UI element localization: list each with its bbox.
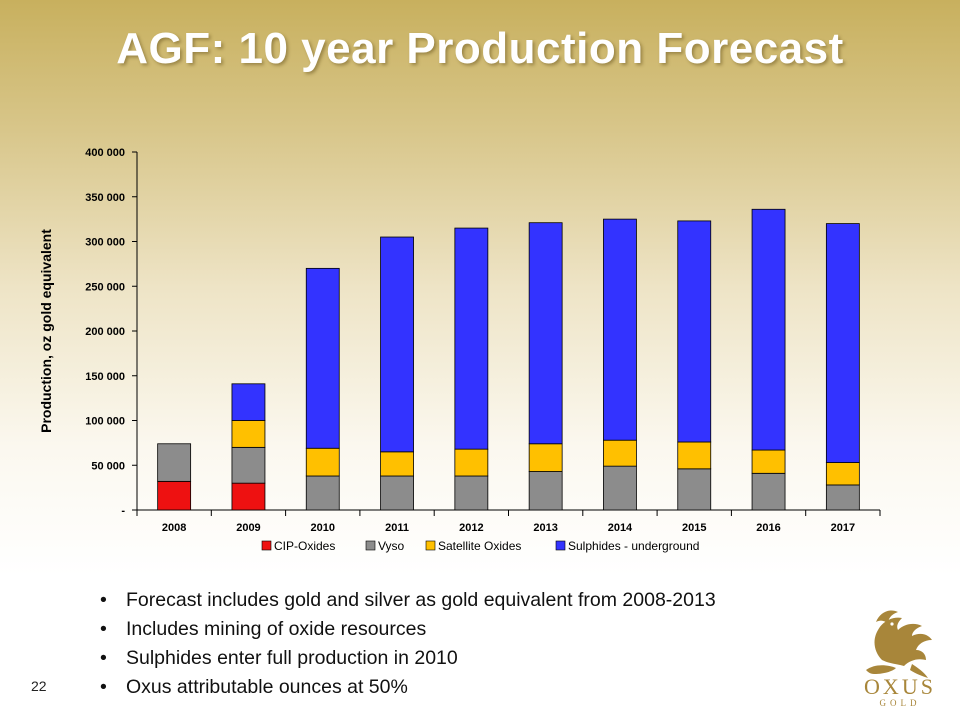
bar-segment	[305, 447, 340, 477]
legend-swatch	[365, 540, 376, 551]
bar-segment	[751, 208, 786, 451]
bar-segment	[603, 439, 637, 467]
bullet-item: • Includes mining of oxide resources	[100, 615, 716, 644]
x-tick-label: 2017	[831, 522, 855, 534]
bar-segment	[677, 220, 712, 443]
x-tick-label: 2015	[682, 522, 706, 534]
bar-segment	[380, 236, 414, 453]
y-tick-label: 350 000	[85, 192, 125, 204]
bullet-text: Forecast includes gold and silver as gol…	[126, 589, 716, 611]
bar-segment	[677, 441, 712, 470]
oxus-gold-logo: OXUS GOLD	[864, 610, 936, 708]
bar-segment	[603, 218, 637, 441]
x-tick-label: 2009	[236, 522, 260, 534]
bar-segment	[380, 451, 414, 477]
y-tick-label: -	[121, 505, 125, 517]
bar-segment	[825, 462, 860, 486]
bullet-item: • Sulphides enter full production in 2010	[100, 644, 716, 673]
bar-segment	[231, 383, 266, 421]
x-tick-label: 2013	[533, 522, 557, 534]
x-tick-label: 2014	[608, 522, 633, 534]
bullet-dot-icon: •	[100, 618, 107, 640]
y-tick-label: 50 000	[91, 460, 125, 472]
y-tick-label: 250 000	[85, 281, 125, 293]
bullet-list: • Forecast includes gold and silver as go…	[100, 586, 716, 702]
bullet-dot-icon: •	[100, 647, 107, 669]
x-tick-label: 2016	[756, 522, 780, 534]
bullet-text: Oxus attributable ounces at 50%	[126, 676, 408, 698]
bar-segment	[751, 472, 786, 511]
legend-label: Vyso	[378, 539, 405, 553]
slide-title: AGF: 10 year Production Forecast	[116, 24, 844, 73]
bar-segment	[231, 482, 266, 511]
legend-label: Satellite Oxides	[438, 539, 521, 553]
y-tick-label: 400 000	[85, 147, 125, 159]
bar-segment	[454, 227, 489, 450]
bar-segment	[454, 448, 489, 477]
bar-segment	[231, 420, 266, 448]
legend-label: CIP-Oxides	[274, 539, 335, 553]
x-tick-label: 2010	[311, 522, 335, 534]
y-tick-label: 300 000	[85, 237, 125, 249]
production-chart: - 50 000 100 000 150 000 200 000 250 000 300 0…	[38, 147, 881, 553]
bar-segment	[751, 449, 786, 474]
bar-segment	[380, 475, 414, 511]
x-tick-label: 2008	[162, 522, 186, 534]
bar-segment	[454, 475, 489, 511]
bar-segment	[305, 475, 340, 511]
bullet-text: Includes mining of oxide resources	[126, 618, 427, 640]
y-tick-label: 150 000	[85, 371, 125, 383]
legend-label: Sulphides - underground	[568, 539, 699, 553]
bar-segment	[528, 443, 563, 472]
bar-segment	[825, 484, 860, 511]
bullet-dot-icon: •	[100, 589, 107, 611]
bullet-item: • Forecast includes gold and silver as go…	[100, 586, 716, 615]
bar-segment	[677, 468, 712, 511]
legend-swatch	[261, 540, 272, 551]
legend-swatch	[425, 540, 436, 551]
y-tick-label: 100 000	[85, 416, 125, 428]
bar-segment	[157, 480, 192, 511]
y-tick-label: 200 000	[85, 326, 125, 338]
bar-segment	[825, 223, 860, 463]
y-axis-title: Production, oz gold equivalent	[38, 229, 54, 433]
bullet-dot-icon: •	[100, 676, 107, 698]
bar-segment	[603, 465, 637, 511]
bar-segment	[528, 222, 563, 445]
bar-segment	[305, 267, 340, 449]
griffin-icon	[866, 610, 932, 678]
logo-name: OXUS	[864, 674, 936, 699]
bar-segment	[231, 446, 266, 484]
x-tick-label: 2012	[459, 522, 483, 534]
logo-sub: GOLD	[880, 698, 921, 708]
bar-segment	[157, 443, 192, 482]
x-tick-label: 2011	[385, 522, 409, 534]
legend-swatch	[555, 540, 566, 551]
bar-segment	[528, 471, 563, 511]
bullet-item: • Oxus attributable ounces at 50%	[100, 673, 716, 702]
page-number: 22	[31, 678, 47, 694]
bullet-text: Sulphides enter full production in 2010	[126, 647, 458, 669]
